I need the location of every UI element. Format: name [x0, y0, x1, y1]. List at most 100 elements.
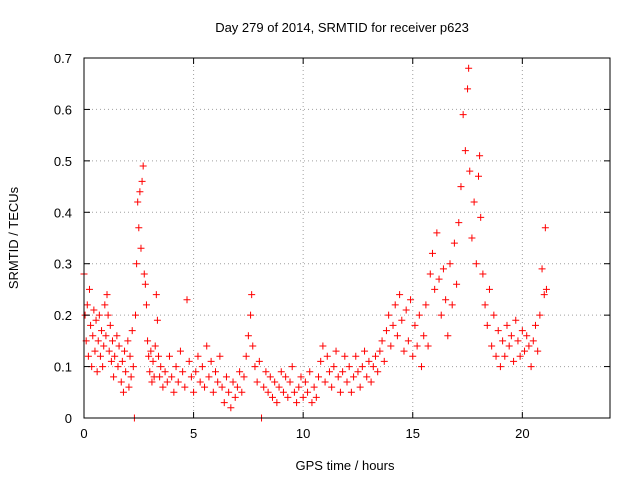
- data-point: [174, 378, 182, 386]
- data-point: [95, 311, 103, 319]
- y-tick-label: 0.7: [54, 51, 72, 66]
- data-point: [247, 311, 255, 319]
- data-point: [461, 147, 469, 155]
- data-point: [179, 368, 187, 376]
- data-point: [194, 352, 202, 360]
- data-point: [361, 347, 369, 355]
- data-point: [286, 378, 294, 386]
- data-point: [312, 393, 320, 401]
- data-point: [481, 301, 489, 309]
- data-point: [146, 368, 154, 376]
- data-point: [127, 373, 135, 381]
- data-point: [155, 352, 163, 360]
- data-point: [172, 363, 180, 371]
- data-point: [214, 378, 222, 386]
- data-point: [117, 378, 125, 386]
- data-point: [464, 85, 472, 93]
- data-point: [122, 368, 130, 376]
- data-point: [233, 383, 241, 391]
- data-point: [101, 301, 109, 309]
- y-tick-label: 0.3: [54, 257, 72, 272]
- data-point: [284, 393, 292, 401]
- data-point: [534, 347, 542, 355]
- data-point: [248, 291, 256, 299]
- data-point: [106, 321, 114, 329]
- data-point: [216, 352, 224, 360]
- data-point: [134, 198, 142, 206]
- data-point: [227, 404, 235, 412]
- data-point: [249, 342, 257, 350]
- data-point: [466, 167, 474, 175]
- data-point: [163, 378, 171, 386]
- data-point: [244, 332, 252, 340]
- data-point: [380, 357, 388, 365]
- data-point: [350, 373, 358, 381]
- x-tick-label: 0: [80, 426, 87, 441]
- x-tick-label: 10: [296, 426, 310, 441]
- data-point: [201, 383, 209, 391]
- data-point: [185, 357, 193, 365]
- data-point: [111, 352, 119, 360]
- data-point: [376, 347, 384, 355]
- data-point: [218, 383, 226, 391]
- data-point: [499, 337, 507, 345]
- data-point: [391, 301, 399, 309]
- data-point: [144, 337, 152, 345]
- data-point: [105, 347, 113, 355]
- x-tick-label: 15: [406, 426, 420, 441]
- data-point: [540, 291, 548, 299]
- data-point: [382, 327, 390, 335]
- data-point: [347, 388, 355, 396]
- data-point: [470, 198, 478, 206]
- data-point: [374, 368, 382, 376]
- data-point: [159, 383, 167, 391]
- data-point: [231, 393, 239, 401]
- data-point: [260, 383, 268, 391]
- data-point: [295, 383, 303, 391]
- data-point: [426, 270, 434, 278]
- data-point: [490, 311, 498, 319]
- x-tick-label: 5: [190, 426, 197, 441]
- data-point: [332, 347, 340, 355]
- data-point: [83, 301, 91, 309]
- data-point: [113, 332, 121, 340]
- data-point: [251, 363, 259, 371]
- data-point: [156, 373, 164, 381]
- data-point: [476, 152, 484, 160]
- data-point: [328, 383, 336, 391]
- data-point: [196, 378, 204, 386]
- data-point: [242, 352, 250, 360]
- data-point: [135, 224, 143, 232]
- points-layer: [80, 64, 550, 422]
- data-point: [205, 373, 213, 381]
- data-point: [413, 342, 421, 350]
- data-point: [444, 332, 452, 340]
- data-point: [190, 388, 198, 396]
- data-point: [420, 332, 428, 340]
- data-point: [433, 229, 441, 237]
- data-point: [90, 306, 98, 314]
- data-point: [121, 347, 129, 355]
- data-point: [145, 352, 153, 360]
- data-point: [453, 280, 461, 288]
- data-point: [87, 321, 95, 329]
- data-point: [132, 311, 140, 319]
- data-point: [541, 224, 549, 232]
- data-point: [378, 337, 386, 345]
- data-point: [336, 388, 344, 396]
- data-point: [207, 357, 215, 365]
- data-point: [501, 352, 509, 360]
- data-point: [98, 327, 106, 335]
- data-point: [475, 172, 482, 180]
- x-tick-label: 20: [515, 426, 529, 441]
- data-point: [299, 393, 307, 401]
- data-point: [271, 378, 279, 386]
- data-point: [151, 342, 159, 350]
- data-point: [409, 352, 417, 360]
- data-point: [125, 383, 133, 391]
- data-point: [485, 285, 493, 293]
- data-point: [400, 347, 408, 355]
- data-point: [488, 342, 496, 350]
